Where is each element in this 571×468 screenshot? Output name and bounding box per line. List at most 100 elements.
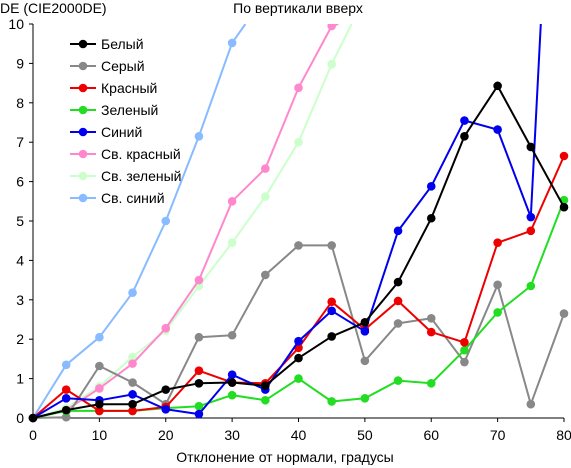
series-3-point	[360, 394, 370, 403]
y-tick-label: 10	[8, 16, 24, 32]
series-2-point	[95, 406, 104, 416]
y-tick-label: 0	[16, 410, 24, 426]
y-tick-label: 9	[16, 55, 24, 71]
series-4-point	[460, 116, 469, 125]
series-2-point	[493, 238, 502, 247]
y-tick-label: 1	[16, 371, 24, 387]
series-1	[28, 241, 569, 423]
series-3-point	[393, 376, 403, 385]
series-3-point	[227, 390, 237, 400]
series-1-point	[426, 314, 436, 323]
series-4-point	[526, 212, 536, 222]
series-0-point	[95, 399, 104, 409]
series-2-point	[194, 366, 204, 376]
series-0-point	[61, 405, 71, 415]
series-5-point	[194, 275, 204, 285]
y-tick-label: 8	[16, 95, 24, 111]
series-3-point	[327, 397, 336, 406]
series-3-point	[493, 308, 502, 317]
series-2-point	[393, 296, 403, 306]
series-0-point	[526, 142, 536, 152]
series-1-point	[559, 309, 569, 318]
legend-label: Синий	[101, 124, 142, 140]
series-5-point	[327, 24, 336, 31]
y-tick-label: 5	[16, 213, 24, 229]
y-tick-label: 6	[16, 174, 24, 190]
y-tick-label: 3	[16, 292, 24, 308]
x-tick-label: 30	[224, 427, 240, 443]
series-2-point	[526, 226, 536, 236]
series-1-point	[360, 356, 370, 366]
series-5-point	[95, 384, 104, 393]
series-3-line	[32, 199, 565, 419]
series-3-point	[194, 401, 204, 411]
series-6-point	[261, 192, 270, 201]
legend-swatch-marker	[78, 61, 88, 71]
series-2-point	[128, 406, 137, 416]
series-0-point	[327, 332, 336, 341]
series-6-line	[32, 24, 353, 419]
series-0-point	[393, 277, 403, 287]
series-1-point	[261, 270, 270, 280]
series-3-point	[261, 395, 270, 405]
y-axis-label: DE (CIE2000DE)	[0, 0, 107, 16]
series-5-line	[32, 24, 339, 419]
series-0-point	[460, 131, 469, 141]
series-1-point	[128, 378, 137, 387]
series-5-point	[261, 164, 270, 173]
series-6-point	[294, 137, 303, 147]
legend: Белый Серый Красный Зеленый Синий Св. красный…	[70, 36, 181, 206]
x-tick-label: 20	[158, 427, 174, 443]
series-5-point	[128, 359, 137, 368]
axes: 0 1 2 3 4 5 6 7 8 9 10 0 10 20 30 40 50 60 70 80	[8, 16, 571, 443]
legend-label: Зеленый	[101, 102, 158, 118]
plot-area	[28, 24, 569, 423]
series-3-point	[526, 281, 536, 291]
x-tick-label: 50	[357, 427, 373, 443]
y-tick-label: 2	[16, 331, 24, 347]
series-6-point	[327, 59, 336, 69]
series-4-point	[393, 226, 403, 236]
legend-label: Серый	[101, 58, 145, 74]
legend-swatch-marker	[78, 149, 88, 159]
series-3-point	[294, 374, 303, 383]
series-4-point	[161, 405, 171, 414]
series-7-point	[128, 288, 137, 298]
x-tick-label: 10	[92, 427, 108, 443]
legend-label: Белый	[101, 36, 144, 52]
y-tick-label: 7	[16, 134, 24, 150]
legend-swatch-marker	[78, 171, 88, 181]
series-0	[28, 81, 569, 423]
series-0-point	[194, 379, 204, 388]
series-4-point	[227, 370, 237, 379]
series-0-point	[161, 385, 171, 394]
legend-label: Св. красный	[101, 146, 181, 162]
series-5-point	[161, 323, 171, 333]
series-0-point	[294, 353, 303, 363]
plot-clipped	[28, 24, 569, 423]
series-0-point	[559, 202, 569, 212]
series-0-point	[227, 378, 237, 387]
legend-label: Св. зеленый	[101, 168, 181, 184]
series-4-point	[493, 125, 502, 134]
series-0-point	[128, 399, 137, 409]
series-1-line	[32, 244, 565, 419]
series-1-point	[327, 241, 336, 250]
series-0-point	[360, 317, 370, 327]
series-7-point	[95, 332, 104, 342]
legend-swatch-marker	[78, 83, 88, 93]
series-1-point	[460, 357, 469, 367]
series-6-point	[128, 352, 137, 362]
series-2-point	[327, 297, 336, 307]
x-tick-label: 70	[490, 427, 506, 443]
series-1-point	[393, 319, 403, 328]
series-2-point	[426, 327, 436, 337]
series-0-point	[493, 81, 502, 91]
series-3-point	[426, 379, 436, 388]
series-0-point	[426, 213, 436, 223]
series-4-point	[426, 182, 436, 191]
series-4-point	[194, 409, 204, 419]
series-7-point	[194, 131, 204, 141]
series-5-point	[294, 83, 303, 93]
x-tick-label: 40	[291, 427, 307, 443]
